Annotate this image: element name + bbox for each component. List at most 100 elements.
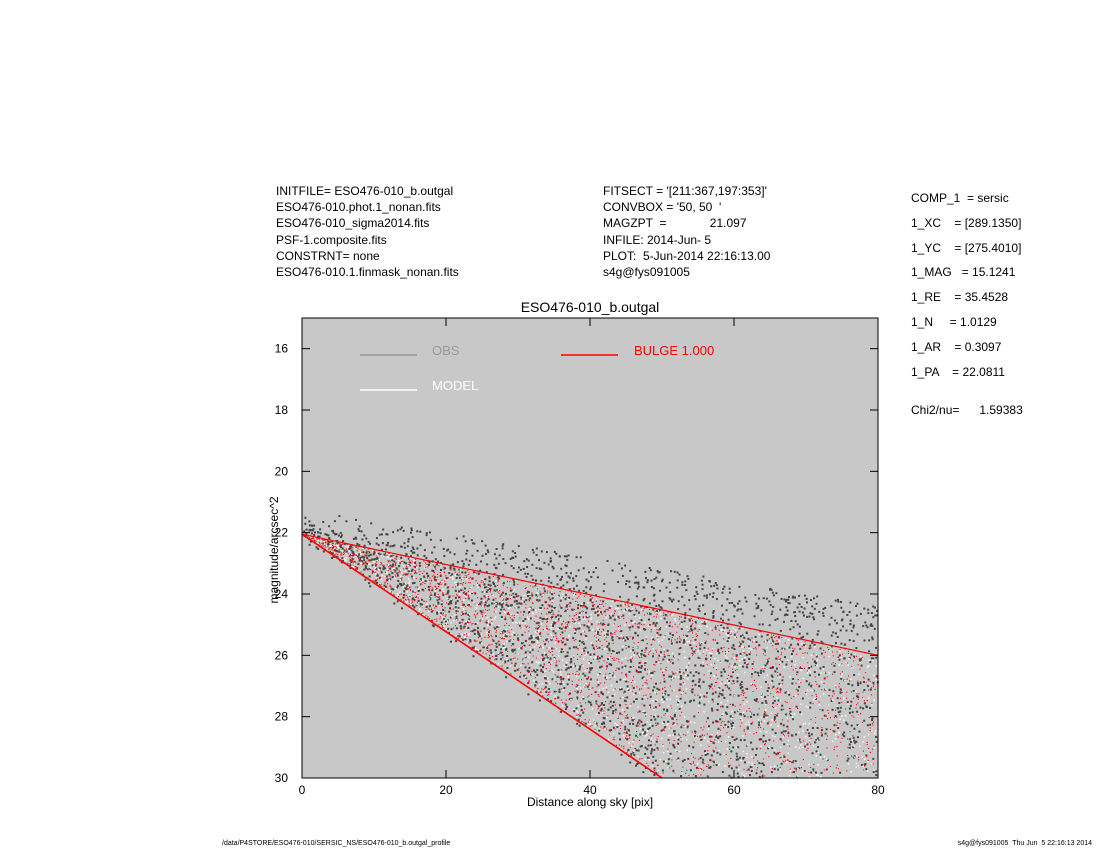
obs-point bbox=[497, 575, 500, 578]
bulge-point bbox=[406, 585, 408, 587]
model-point bbox=[802, 677, 804, 680]
obs-point bbox=[583, 624, 586, 627]
obs-point bbox=[534, 583, 537, 586]
obs-point bbox=[572, 577, 575, 580]
obs-point bbox=[784, 691, 787, 694]
model-point bbox=[544, 670, 546, 672]
obs-point bbox=[859, 612, 862, 615]
obs-point bbox=[606, 633, 609, 636]
model-point bbox=[683, 677, 685, 679]
bulge-point bbox=[332, 547, 334, 549]
bulge-point bbox=[643, 729, 645, 731]
obs-point bbox=[830, 605, 833, 608]
obs-point bbox=[694, 598, 697, 601]
bulge-point bbox=[480, 581, 482, 583]
bulge-point bbox=[397, 569, 399, 571]
obs-point bbox=[628, 722, 631, 725]
bulge-point bbox=[390, 570, 392, 572]
obs-point bbox=[849, 601, 852, 604]
obs-point bbox=[643, 597, 646, 600]
obs-point bbox=[644, 723, 647, 726]
bulge-point bbox=[694, 694, 696, 696]
model-point bbox=[844, 679, 846, 682]
model-point bbox=[574, 622, 577, 624]
model-point bbox=[377, 584, 380, 586]
bulge-point bbox=[574, 615, 576, 617]
obs-point bbox=[820, 729, 823, 732]
model-point bbox=[598, 689, 601, 691]
bulge-point bbox=[447, 577, 449, 579]
obs-point bbox=[517, 637, 519, 640]
model-point bbox=[831, 740, 834, 743]
obs-point bbox=[611, 569, 614, 572]
obs-point bbox=[721, 591, 724, 594]
obs-point bbox=[514, 664, 516, 667]
bulge-point bbox=[860, 681, 862, 683]
obs-point bbox=[557, 669, 560, 671]
obs-point bbox=[789, 710, 792, 713]
model-point bbox=[468, 602, 470, 604]
obs-point bbox=[437, 598, 440, 600]
model-point bbox=[360, 551, 362, 554]
model-point bbox=[467, 634, 470, 636]
bulge-point bbox=[442, 564, 444, 566]
bulge-point bbox=[331, 549, 333, 551]
model-point bbox=[779, 684, 782, 686]
model-point bbox=[617, 607, 619, 609]
obs-point bbox=[745, 666, 748, 669]
model-point bbox=[855, 762, 858, 765]
obs-point bbox=[808, 732, 810, 735]
obs-point bbox=[535, 567, 538, 570]
bulge-point bbox=[575, 612, 577, 614]
bulge-point bbox=[583, 648, 585, 650]
bulge-point bbox=[521, 603, 523, 605]
bulge-point bbox=[409, 559, 411, 561]
bulge-point bbox=[459, 598, 461, 600]
bulge-point bbox=[668, 655, 670, 657]
bulge-point bbox=[581, 720, 583, 722]
obs-point bbox=[714, 626, 717, 629]
obs-point bbox=[873, 627, 876, 630]
model-point bbox=[565, 665, 568, 668]
bulge-point bbox=[599, 710, 601, 712]
model-point bbox=[584, 670, 587, 672]
model-point bbox=[526, 616, 529, 618]
obs-point bbox=[545, 682, 548, 685]
obs-point bbox=[369, 559, 372, 562]
bulge-point bbox=[671, 659, 673, 661]
model-point bbox=[594, 725, 596, 727]
model-point bbox=[590, 687, 592, 689]
obs-point bbox=[373, 551, 376, 554]
model-point bbox=[840, 675, 842, 678]
obs-point bbox=[646, 756, 649, 759]
obs-point bbox=[636, 634, 639, 637]
obs-point bbox=[672, 598, 675, 601]
obs-point bbox=[712, 592, 715, 595]
obs-point bbox=[363, 544, 366, 547]
model-point bbox=[437, 594, 439, 597]
bulge-point bbox=[411, 595, 413, 597]
obs-point bbox=[719, 692, 722, 695]
bulge-point bbox=[618, 744, 620, 746]
model-point bbox=[784, 637, 787, 639]
bulge-point bbox=[633, 676, 635, 678]
obs-point bbox=[539, 632, 542, 635]
obs-point bbox=[372, 553, 375, 556]
model-point bbox=[454, 581, 456, 584]
model-point bbox=[390, 558, 392, 560]
model-point bbox=[503, 646, 505, 649]
bulge-point bbox=[455, 603, 457, 605]
model-point bbox=[765, 640, 767, 642]
model-point bbox=[748, 647, 750, 649]
obs-point bbox=[602, 622, 605, 625]
obs-point bbox=[612, 614, 615, 617]
obs-point bbox=[728, 591, 731, 594]
model-point bbox=[512, 631, 515, 634]
model-point bbox=[706, 649, 708, 651]
model-point bbox=[577, 685, 580, 688]
bulge-point bbox=[518, 595, 520, 597]
obs-point bbox=[497, 562, 500, 565]
model-point bbox=[487, 620, 490, 622]
model-point bbox=[408, 578, 410, 580]
obs-point bbox=[813, 597, 815, 600]
